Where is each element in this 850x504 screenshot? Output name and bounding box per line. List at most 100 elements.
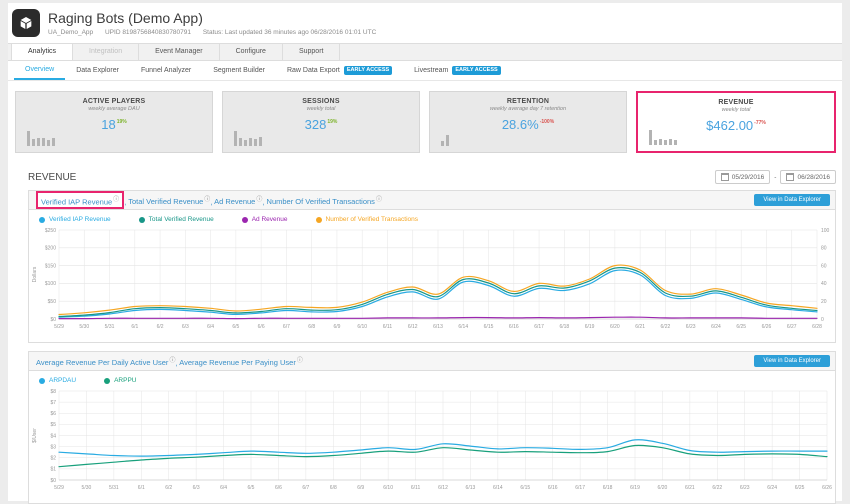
legend-item-ad-revenue[interactable]: Ad Revenue: [241, 216, 288, 223]
metric-title-ad-revenue[interactable]: Ad Revenueⓘ: [214, 196, 263, 207]
svg-text:6/13: 6/13: [466, 485, 476, 491]
sub-tab-segment-builder[interactable]: Segment Builder: [202, 62, 276, 80]
kpi-card-revenue[interactable]: REVENUE weekly total $462.00-77%: [636, 91, 836, 153]
sub-tab-overview[interactable]: Overview: [14, 62, 66, 80]
sub-tab-funnel-analyzer[interactable]: Funnel Analyzer: [130, 62, 202, 80]
svg-text:6/26: 6/26: [762, 324, 772, 330]
svg-text:6/6: 6/6: [275, 485, 282, 491]
sub-tab-bar: Overview Data Explorer Funnel Analyzer Segm…: [8, 61, 842, 81]
date-to-input[interactable]: 06/28/2016: [780, 170, 836, 184]
svg-text:6/16: 6/16: [509, 324, 519, 330]
legend-label: Ad Revenue: [251, 216, 288, 223]
main-tab-event-manager[interactable]: Event Manager: [139, 44, 220, 60]
kpi-title: SESSIONS: [302, 98, 340, 105]
svg-text:6/11: 6/11: [411, 485, 421, 491]
svg-text:6/7: 6/7: [283, 324, 290, 330]
kpi-subtitle: weekly average day 7 retention: [489, 106, 567, 112]
panel-title: Verified IAP Revenueⓘ, Total Verified Re…: [36, 190, 382, 210]
info-icon[interactable]: ⓘ: [204, 196, 211, 203]
svg-text:6/25: 6/25: [736, 324, 746, 330]
kpi-delta: 19%: [116, 118, 127, 125]
chart-legend: Verified IAP Revenue Total Verified Reven…: [29, 210, 835, 224]
sub-tab-data-explorer[interactable]: Data Explorer: [65, 62, 130, 80]
info-icon[interactable]: ⓘ: [296, 357, 303, 364]
kpi-card-row: ACTIVE PLAYERS weekly average DAU 1819% SES…: [8, 81, 842, 161]
metric-title-total-verified-revenue[interactable]: Total Verified Revenueⓘ: [128, 196, 211, 207]
section-title: REVENUE: [28, 171, 77, 183]
view-in-data-explorer-button[interactable]: View in Data Explorer: [754, 355, 830, 367]
revenue-section-bar: REVENUE 05/29/2016 - 06/28/2016: [8, 161, 842, 190]
kpi-sparkline: [441, 131, 449, 146]
svg-text:6/27: 6/27: [787, 324, 797, 330]
svg-text:5/29: 5/29: [54, 485, 64, 491]
svg-text:$0: $0: [50, 478, 56, 484]
kpi-sparkline: [234, 131, 262, 146]
svg-text:6/17: 6/17: [575, 485, 585, 491]
info-icon[interactable]: ⓘ: [113, 196, 120, 203]
legend-item-arpdau[interactable]: ARPDAU: [39, 377, 76, 384]
svg-text:6/21: 6/21: [685, 485, 695, 491]
metric-title-text: Average Revenue Per Daily Active User: [36, 358, 169, 368]
metric-title-average-revenue-per-daily-active-user[interactable]: Average Revenue Per Daily Active Userⓘ: [36, 357, 176, 368]
kpi-card-retention[interactable]: RETENTION weekly average day 7 retention 2…: [429, 91, 627, 153]
arpu-metrics-panel: Average Revenue Per Daily Active Userⓘ, …: [28, 351, 836, 504]
svg-text:6/6: 6/6: [258, 324, 265, 330]
main-tab-support[interactable]: Support: [283, 44, 341, 60]
svg-text:6/5: 6/5: [248, 485, 255, 491]
legend-dot: [39, 377, 45, 384]
svg-text:6/11: 6/11: [383, 324, 393, 330]
date-from-input[interactable]: 05/29/2016: [714, 170, 771, 184]
svg-text:6/15: 6/15: [520, 485, 530, 491]
svg-text:6/24: 6/24: [711, 324, 721, 330]
legend-item-verified-iap-revenue[interactable]: Verified IAP Revenue: [39, 216, 111, 223]
svg-text:6/19: 6/19: [630, 485, 640, 491]
view-in-data-explorer-button[interactable]: View in Data Explorer: [754, 194, 830, 206]
legend-label: Verified IAP Revenue: [49, 216, 111, 223]
sub-tab-label: Funnel Analyzer: [140, 66, 192, 74]
kpi-card-sessions[interactable]: SESSIONS weekly total 32819%: [222, 91, 420, 153]
svg-text:$7: $7: [50, 400, 56, 406]
sub-tab-label: Raw Data Export: [286, 66, 340, 74]
svg-text:6/23: 6/23: [686, 324, 696, 330]
info-icon[interactable]: ⓘ: [169, 357, 176, 364]
svg-text:$2: $2: [50, 456, 56, 462]
svg-text:$200: $200: [45, 246, 56, 252]
main-tab-analytics[interactable]: Analytics: [11, 44, 74, 60]
svg-text:6/14: 6/14: [493, 485, 503, 491]
info-icon[interactable]: ⓘ: [375, 196, 382, 203]
legend-item-number-of-verified-transactions[interactable]: Number of Verified Transactions: [315, 216, 418, 223]
svg-text:$150: $150: [45, 263, 56, 269]
svg-text:6/21: 6/21: [635, 324, 645, 330]
svg-text:0: 0: [821, 317, 824, 323]
legend-dot: [315, 216, 322, 223]
kpi-card-active-players[interactable]: ACTIVE PLAYERS weekly average DAU 1819%: [15, 91, 213, 153]
metric-title-number-of-verified-transactions[interactable]: Number Of Verified Transactionsⓘ: [267, 196, 382, 207]
svg-text:6/3: 6/3: [182, 324, 189, 330]
svg-text:6/28: 6/28: [812, 324, 822, 330]
info-icon[interactable]: ⓘ: [256, 196, 263, 203]
metric-title-average-revenue-per-paying-user[interactable]: Average Revenue Per Paying Userⓘ: [179, 357, 303, 368]
sub-tab-raw-data-export[interactable]: Raw Data Export EARLY ACCESS: [276, 62, 403, 80]
arpu-line-chart: $0 $1 $2 $3 $4 $5 $6 $7 $8 5/29 5/30 5/31 6/1 6/2 6/3 6…: [32, 389, 832, 491]
svg-text:6/22: 6/22: [712, 485, 722, 491]
svg-text:6/2: 6/2: [165, 485, 172, 491]
app-header: Raging Bots (Demo App) UA_Demo_App UPID …: [8, 3, 842, 37]
legend-item-total-verified-revenue[interactable]: Total Verified Revenue: [138, 216, 214, 223]
svg-text:$100: $100: [45, 281, 56, 287]
legend-item-arppu[interactable]: ARPPU: [104, 377, 137, 384]
sub-tab-livestream[interactable]: Livestream EARLY ACCESS: [403, 62, 512, 80]
legend-dot: [241, 216, 248, 223]
kpi-sparkline: [27, 131, 55, 146]
metric-title-text: Total Verified Revenue: [128, 197, 204, 207]
svg-text:6/10: 6/10: [357, 324, 367, 330]
panel-header: Average Revenue Per Daily Active Userⓘ, …: [29, 352, 835, 371]
legend-dot: [39, 216, 45, 223]
svg-text:6/14: 6/14: [458, 324, 468, 330]
title-separator: ,: [210, 197, 215, 207]
svg-text:6/13: 6/13: [433, 324, 443, 330]
kpi-delta: -77%: [754, 119, 766, 126]
svg-text:6/23: 6/23: [740, 485, 750, 491]
metric-title-verified-iap-revenue[interactable]: Verified IAP Revenueⓘ: [36, 190, 125, 210]
svg-text:6/18: 6/18: [559, 324, 569, 330]
main-tab-configure[interactable]: Configure: [220, 44, 283, 60]
